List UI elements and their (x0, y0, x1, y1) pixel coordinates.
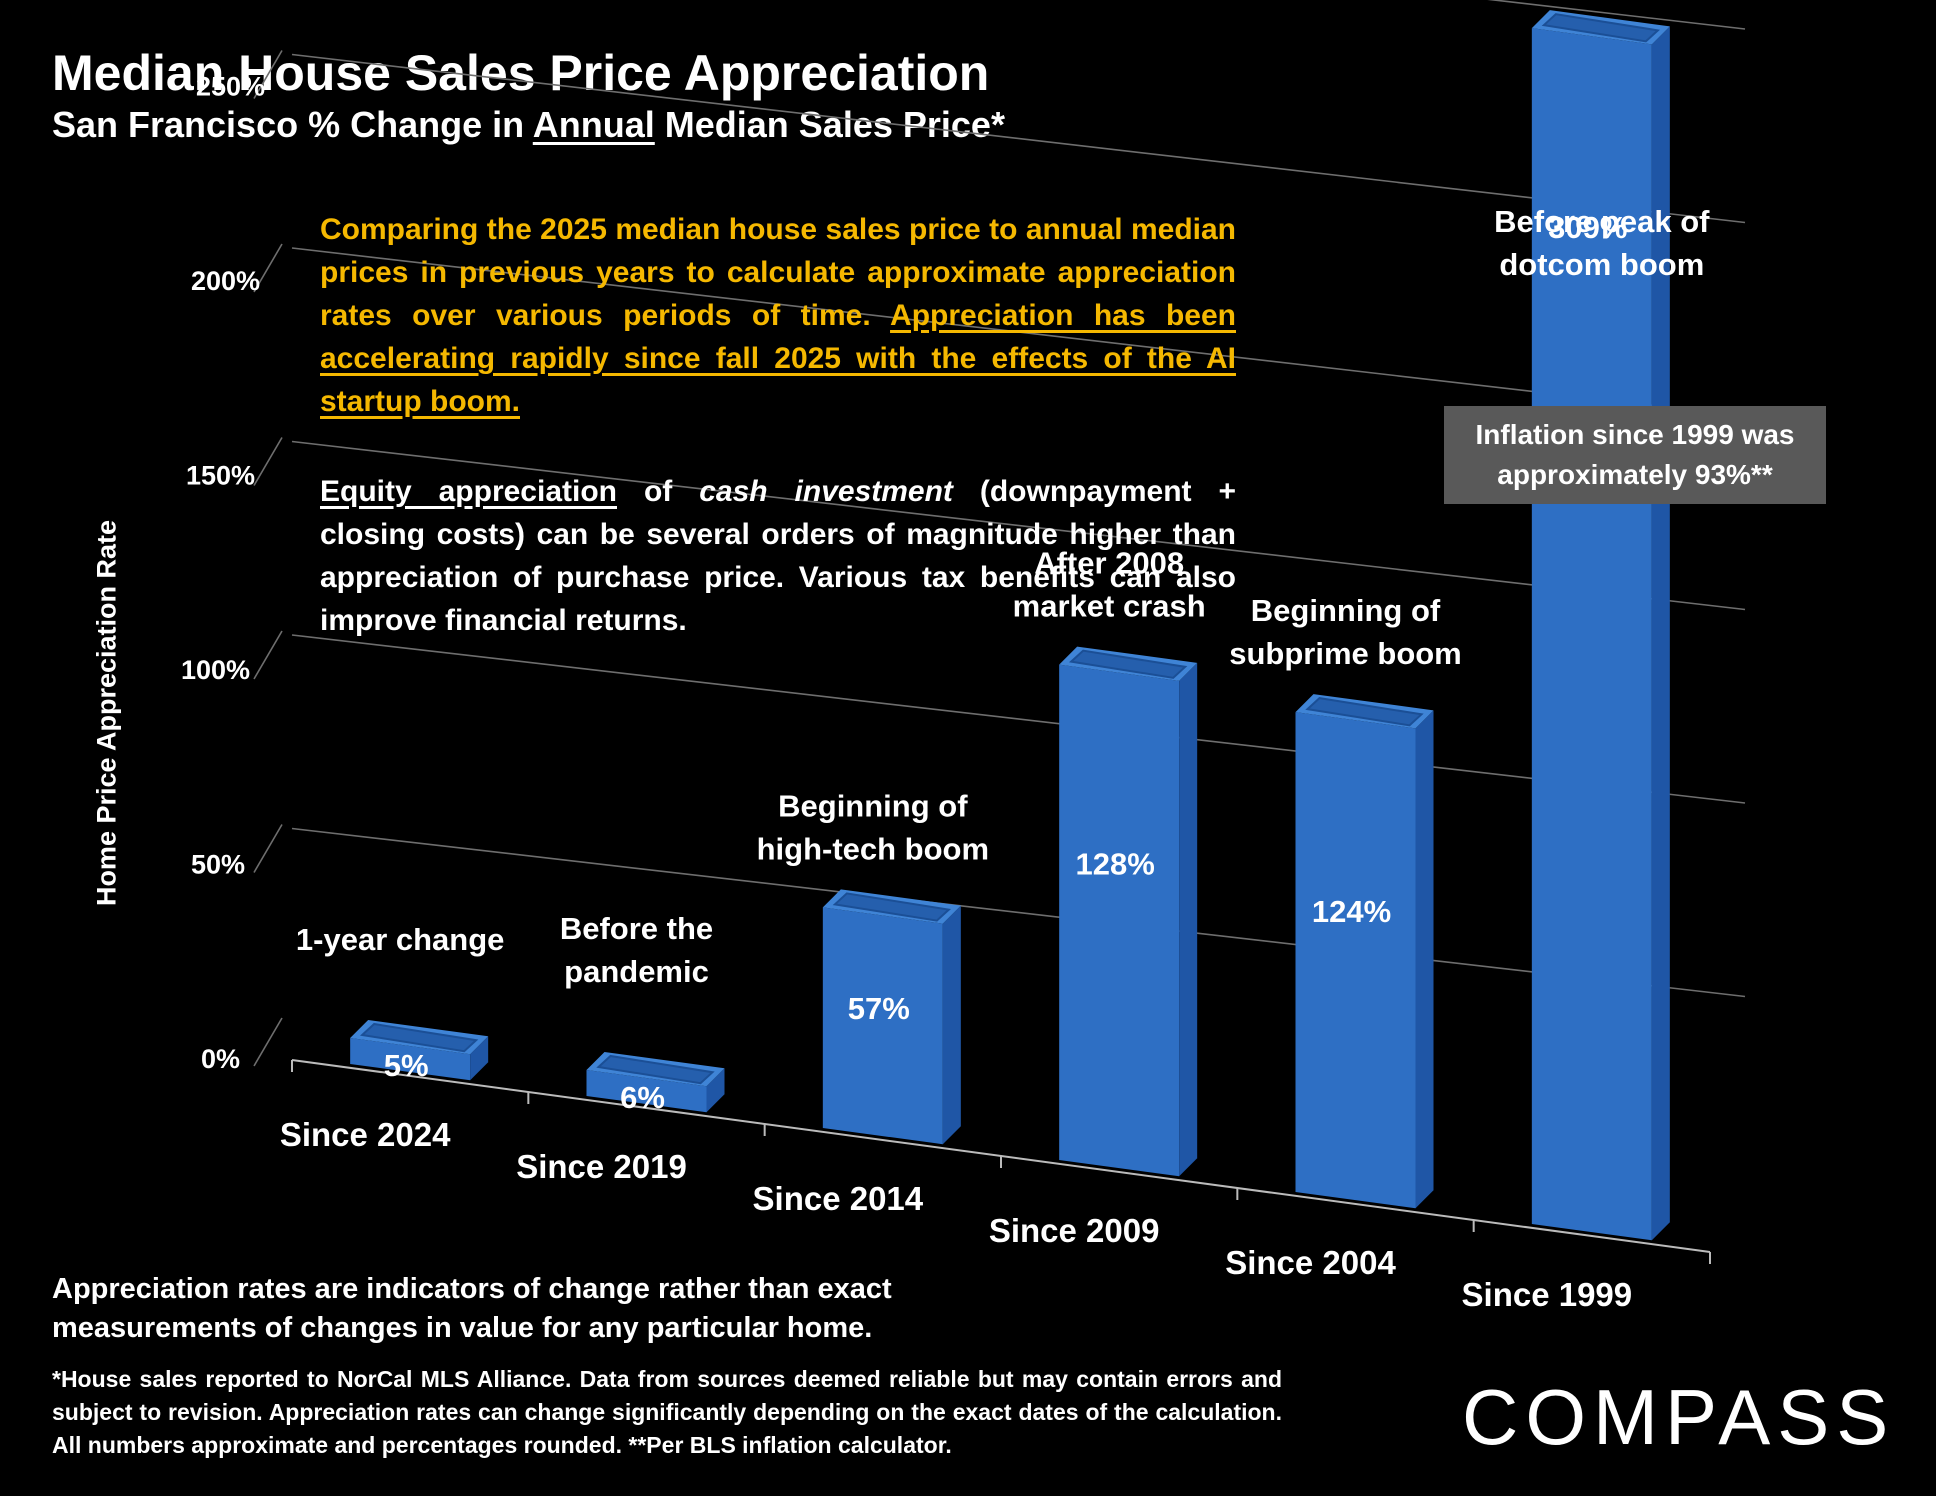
bar (350, 1020, 489, 1081)
bar (1295, 694, 1434, 1209)
gridline-side (253, 243, 283, 293)
gridline (291, 440, 1746, 611)
bar-annotation: Before peak of (1494, 204, 1710, 239)
gridline (291, 634, 1746, 804)
bar-front (1295, 712, 1416, 1209)
y-axis-title: Home Price Appreciation Rate (91, 519, 122, 907)
bar-value-label: 6% (620, 1080, 665, 1115)
gridline (1487, 0, 1746, 30)
disclaimer-text: Appreciation rates are indicators of cha… (52, 1273, 892, 1344)
bar-value-label: 5% (384, 1048, 429, 1083)
bar (822, 889, 961, 1145)
bar-value-label: 128% (1076, 847, 1155, 882)
x-category-label: Since 2014 (753, 1180, 924, 1217)
bar-side (470, 1036, 489, 1081)
x-category-label: Since 1999 (1462, 1276, 1633, 1313)
bar-annotation: Before the (560, 911, 713, 946)
bar-front (586, 1070, 707, 1113)
bar-top-rim (596, 1054, 715, 1085)
bar-value-label: 309% (1548, 210, 1627, 245)
bar (586, 1052, 725, 1113)
bar-side (1415, 710, 1434, 1209)
bar-side (706, 1068, 725, 1113)
bar-annotation: dotcom boom (1499, 247, 1704, 282)
y-tick-label: 50% (191, 850, 245, 880)
bar-annotation: Beginning of (778, 788, 968, 823)
bar-side (1651, 26, 1670, 1241)
appreciation-note: Comparing the 2025 median house sales pr… (320, 213, 1236, 418)
y-tick-label: 200% (191, 266, 260, 296)
chart-subtitle: San Francisco % Change in Annual Median … (52, 104, 1005, 145)
bar-annotation: market crash (1013, 589, 1206, 624)
x-category-label: Since 2009 (989, 1212, 1160, 1249)
gridline-side (253, 824, 283, 873)
x-category-label: Since 2024 (280, 1116, 451, 1153)
bar-front (1531, 28, 1652, 1241)
inflation-callout: Inflation since 1999 was approximately 9… (1444, 406, 1826, 504)
equity-note: Equity appreciation of cash investment (… (320, 475, 1236, 637)
bar-annotation: subprime boom (1229, 636, 1462, 671)
gridline-side (253, 1017, 283, 1067)
bar-top-rim (1068, 649, 1188, 679)
bar-annotation: pandemic (564, 954, 709, 989)
bar-front (350, 1038, 471, 1081)
source-footnote: *House sales reported to NorCal MLS Alli… (52, 1366, 1282, 1458)
bar (1059, 646, 1198, 1177)
bar (1531, 10, 1670, 1241)
gridline (291, 53, 1746, 224)
y-tick-label: 150% (186, 461, 255, 491)
y-tick-label: 0% (201, 1044, 240, 1074)
y-tick-label: 100% (181, 655, 250, 685)
x-category-label: Since 2019 (516, 1148, 687, 1185)
y-tick-label: 250% (196, 72, 265, 102)
gridline (291, 827, 1746, 998)
gridline (291, 247, 1746, 417)
bar-annotation: After 2008 (1034, 546, 1184, 581)
bar-side (942, 905, 961, 1145)
bar-top-rim (359, 1022, 479, 1053)
gridline-side (253, 50, 283, 99)
x-category-label: Since 2004 (1225, 1244, 1396, 1281)
bar-front (1059, 664, 1180, 1177)
bar-value-label: 124% (1312, 894, 1391, 929)
bar-annotation: Beginning of (1251, 593, 1441, 628)
bar-top-rim (832, 892, 952, 922)
bar-top-rim (1305, 697, 1424, 727)
gridline-side (253, 437, 283, 486)
bar-annotation: 1-year change (296, 922, 505, 957)
bar-front (822, 907, 943, 1145)
gridline-side (253, 630, 283, 680)
bar-side (1179, 662, 1198, 1177)
chart-title: Median House Sales Price Appreciation (52, 45, 990, 101)
bar-top-rim (1541, 13, 1661, 43)
bar-value-label: 57% (848, 991, 910, 1026)
bar-annotation: high-tech boom (757, 831, 989, 866)
compass-logo: COMPASS (1462, 1373, 1896, 1461)
